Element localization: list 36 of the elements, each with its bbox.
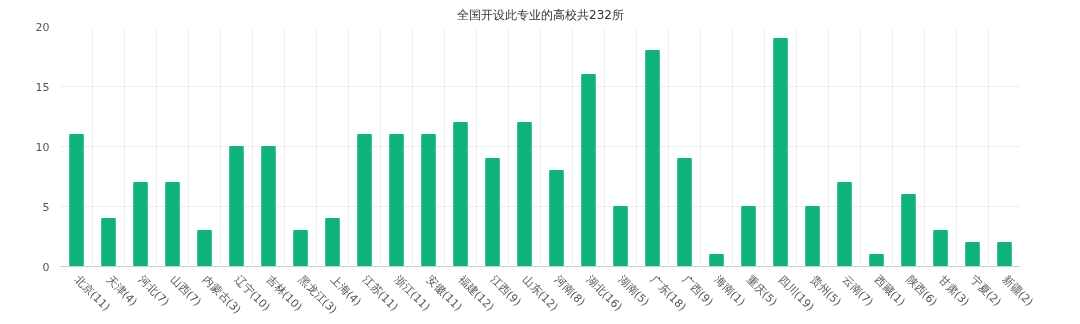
bar	[549, 170, 564, 267]
bar	[901, 194, 916, 267]
y-tick-label: 10	[35, 140, 50, 154]
bar	[357, 134, 372, 267]
bar	[389, 134, 404, 267]
bar	[133, 182, 148, 267]
bar	[741, 206, 756, 267]
bar	[645, 50, 660, 267]
bar	[517, 122, 532, 267]
bar	[965, 242, 980, 267]
bar	[421, 134, 436, 267]
y-tick-label: 15	[35, 80, 50, 94]
bar	[101, 218, 116, 267]
bar	[69, 134, 84, 267]
bar	[261, 146, 276, 267]
bar	[613, 206, 628, 267]
chart-title: 全国开设此专业的高校共232所	[457, 7, 624, 22]
bar	[293, 230, 308, 267]
bar	[325, 218, 340, 267]
bar	[197, 230, 212, 267]
y-tick-label: 5	[42, 200, 50, 214]
bar	[773, 38, 788, 267]
bar	[805, 206, 820, 267]
bar	[709, 254, 724, 267]
bar	[453, 122, 468, 267]
bar	[229, 146, 244, 267]
bar	[485, 158, 500, 267]
y-tick-label: 0	[42, 260, 50, 274]
bar	[165, 182, 180, 267]
y-tick-label: 20	[35, 20, 50, 34]
bar	[997, 242, 1012, 267]
bar	[869, 254, 884, 267]
bar	[837, 182, 852, 267]
bar	[933, 230, 948, 267]
bar	[677, 158, 692, 267]
bar	[581, 74, 596, 267]
